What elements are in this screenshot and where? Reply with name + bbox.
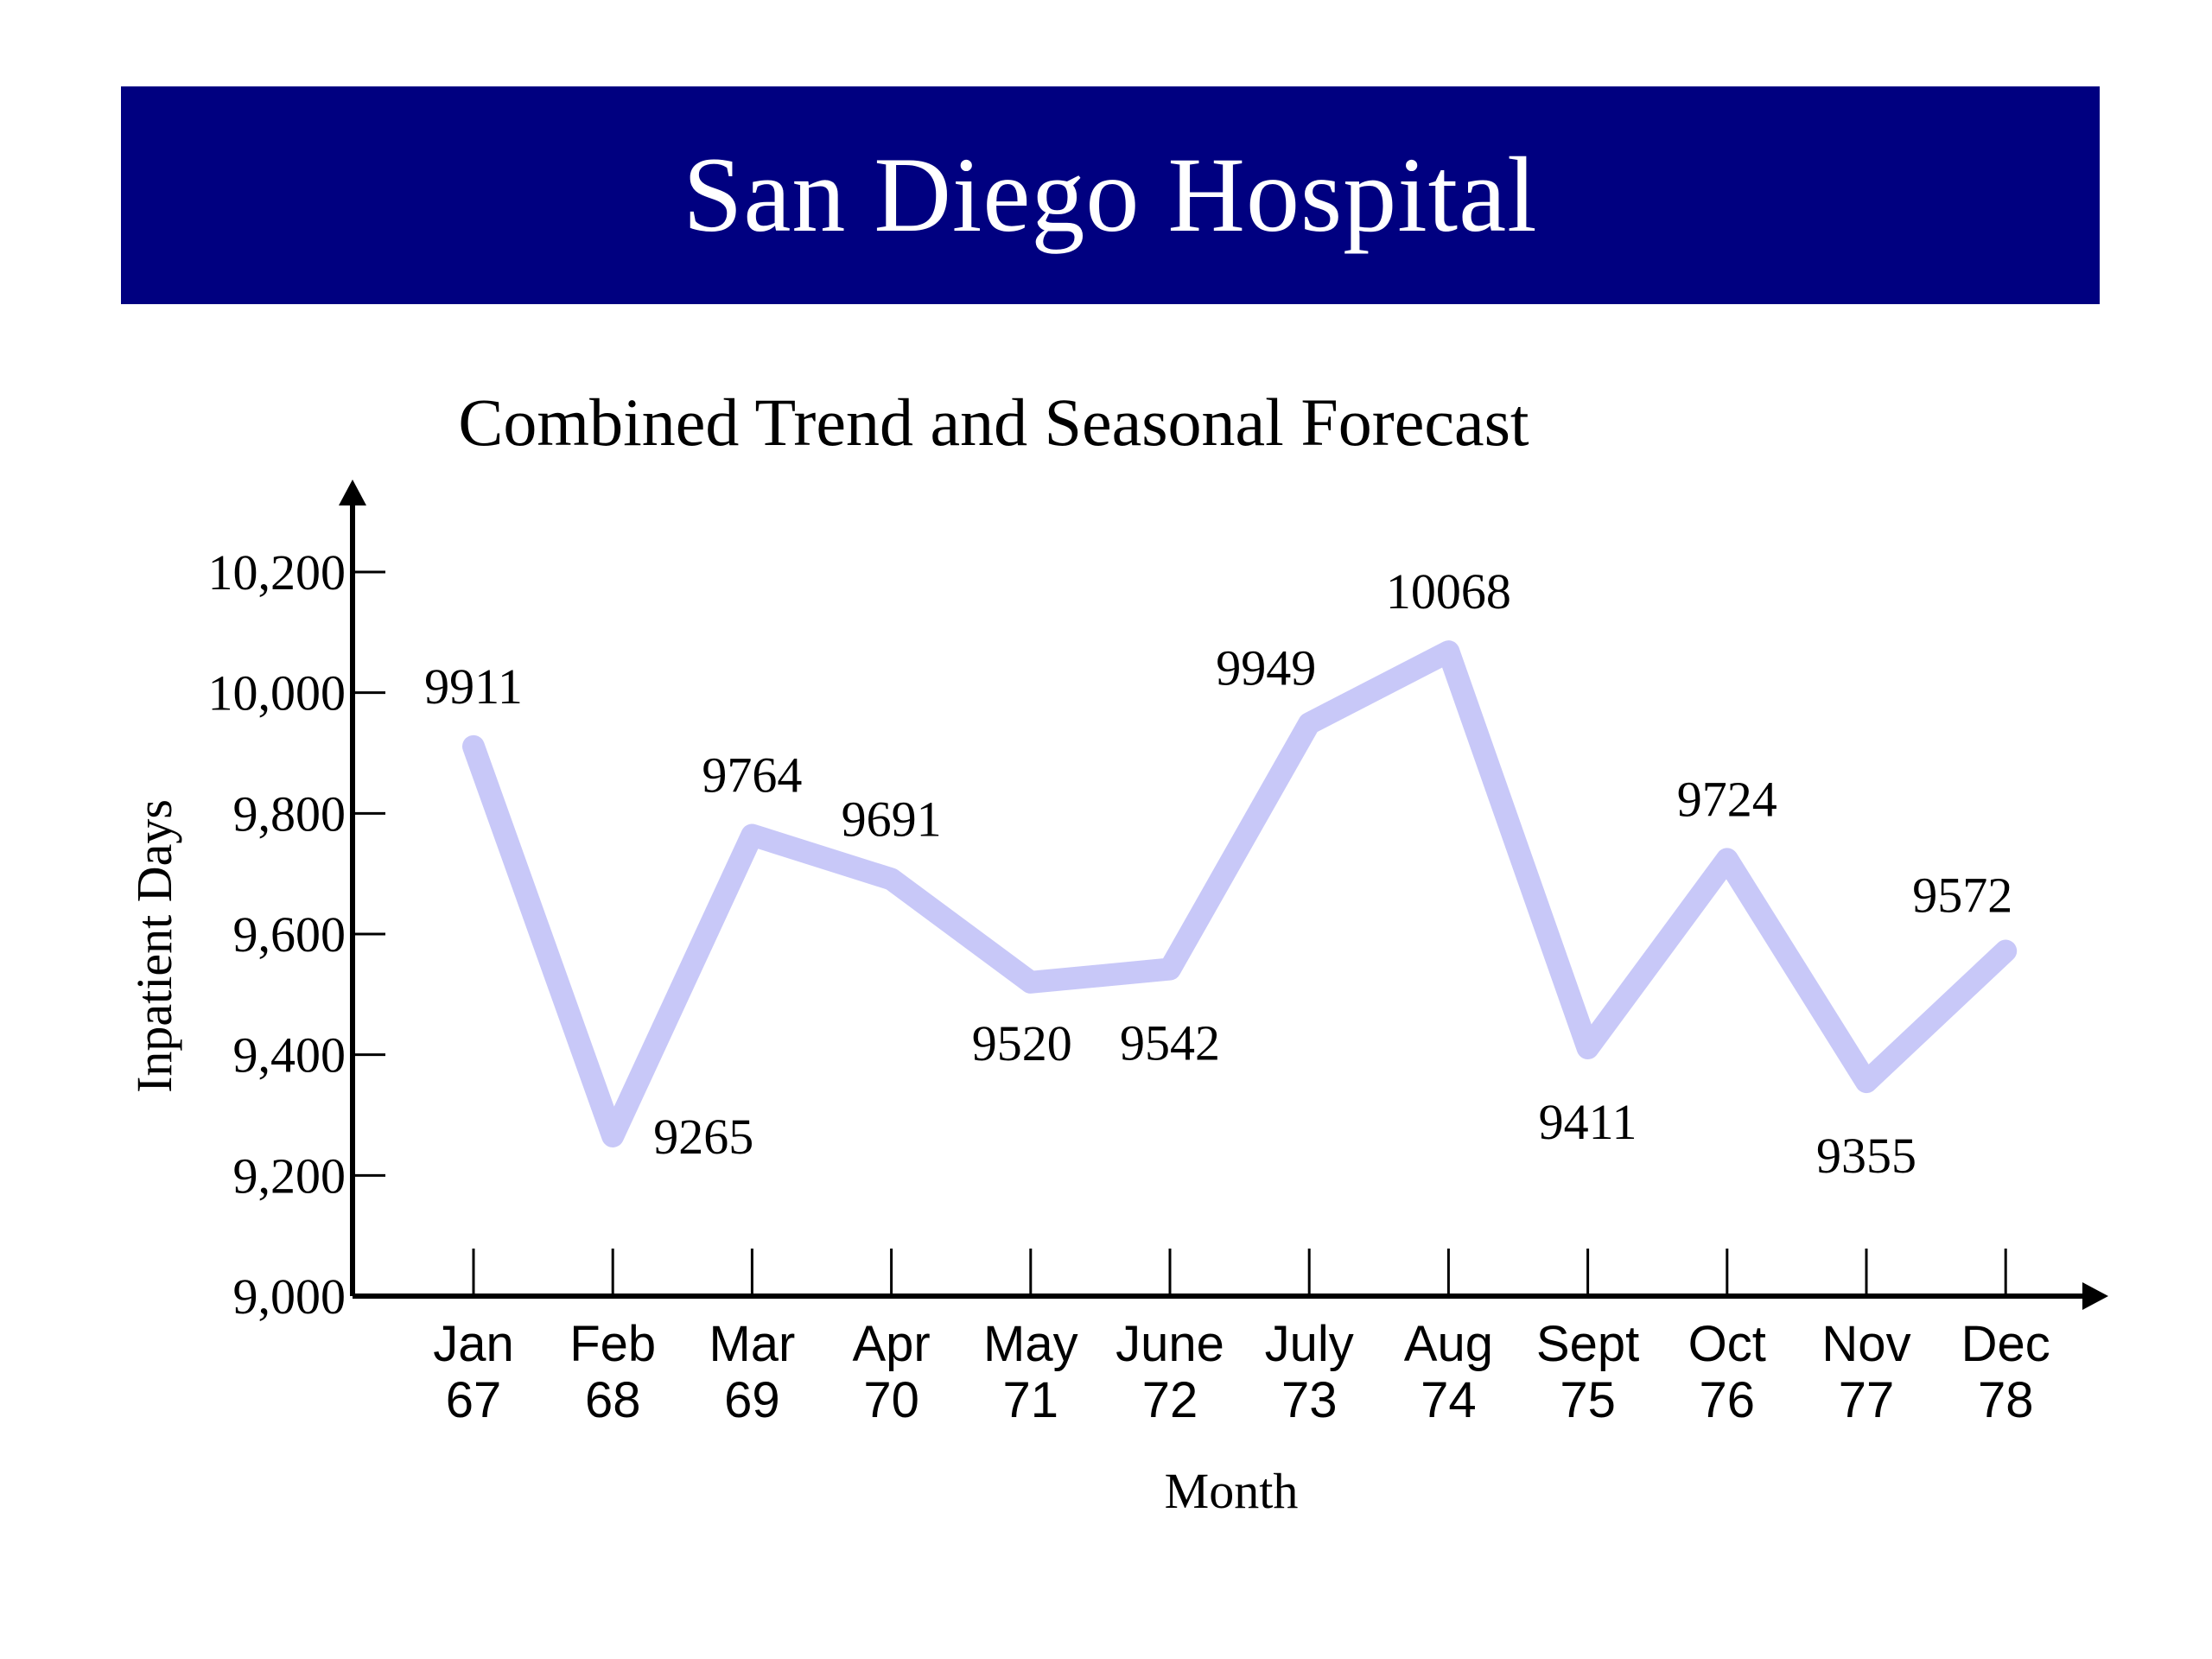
data-point: [1726, 858, 1728, 861]
x-tick-label-month: June: [1116, 1316, 1224, 1372]
data-label: 9724: [1677, 771, 1777, 827]
x-tick-label-month: Aug: [1404, 1316, 1493, 1372]
data-label: 9542: [1120, 1015, 1220, 1071]
x-tick-label-month: Apr: [852, 1316, 930, 1372]
y-tick-label: 9,000: [233, 1268, 346, 1325]
data-label: 9949: [1216, 639, 1316, 696]
data-label: 9411: [1539, 1094, 1637, 1150]
y-tick-label: 10,000: [208, 665, 346, 721]
data-label: 10068: [1386, 563, 1511, 620]
data-label: 9764: [702, 747, 802, 803]
x-axis-label: Month: [1165, 1463, 1299, 1519]
data-point: [1586, 1046, 1589, 1049]
data-point: [612, 1135, 614, 1137]
data-point: [473, 745, 474, 747]
chart-title: Combined Trend and Seasonal Forecast: [458, 385, 1529, 460]
data-point: [890, 878, 893, 880]
data-label: 9355: [1816, 1128, 1916, 1184]
title-banner: San Diego Hospital: [121, 86, 2100, 304]
x-tick-label-number: 76: [1700, 1372, 1756, 1428]
y-tick-label: 10,200: [208, 544, 346, 601]
x-tick-label-month: Feb: [569, 1316, 656, 1372]
x-tick-label-month: Mar: [709, 1316, 795, 1372]
series-line: [462, 640, 2018, 1147]
y-tick-label: 9,800: [233, 785, 346, 842]
y-tick-label: 9,400: [233, 1027, 346, 1084]
data-label: 9691: [842, 791, 942, 847]
y-ticks: 9,000 9,200 9,400 9,600 9,800 10,000 10,200: [208, 544, 385, 1325]
x-tick-label-number: 73: [1281, 1372, 1338, 1428]
data-labels: 9911 9265 9764 9691 9520 9542 9949 10068 9411 972…: [424, 563, 2012, 1184]
data-label: 9572: [1912, 868, 2012, 924]
x-tick-label-number: 75: [1560, 1372, 1616, 1428]
data-point: [2005, 950, 2007, 952]
x-tick-label-number: 68: [585, 1372, 641, 1428]
x-tick-label-number: 71: [1003, 1372, 1059, 1428]
x-tick-label-number: 70: [863, 1372, 919, 1428]
series-line-group: [462, 640, 2018, 1147]
y-axis-label: Inpatient Days: [126, 799, 182, 1093]
y-tick-label: 9,600: [233, 906, 346, 963]
data-point: [1308, 722, 1311, 725]
x-tick-label-number: 69: [724, 1372, 780, 1428]
x-tick-label-number: 77: [1839, 1372, 1895, 1428]
x-tick-label-number: 67: [446, 1372, 502, 1428]
x-tick-label-month: May: [983, 1316, 1078, 1372]
data-point: [1169, 968, 1171, 970]
data-label: 9265: [653, 1109, 753, 1165]
x-tick-label-month: July: [1265, 1316, 1354, 1372]
x-axis-arrow: [2082, 1282, 2108, 1310]
y-axis-arrow: [339, 480, 366, 505]
x-tick-label-month: Nov: [1821, 1316, 1910, 1372]
data-point: [751, 834, 753, 836]
data-point: [1866, 1081, 1867, 1084]
x-tick-label-month: Dec: [1961, 1316, 2050, 1372]
data-label: 9520: [972, 1015, 1072, 1071]
x-tick-label-month: Oct: [1688, 1316, 1766, 1372]
x-tick-label-month: Sept: [1536, 1316, 1639, 1372]
page-title: San Diego Hospital: [683, 136, 1538, 254]
x-tick-label-month: Jan: [433, 1316, 514, 1372]
x-tick-label-number: 74: [1421, 1372, 1477, 1428]
axes: [339, 480, 2108, 1310]
data-point: [1447, 651, 1450, 653]
x-tick-label-number: 72: [1142, 1372, 1198, 1428]
data-point: [1029, 981, 1032, 983]
y-tick-label: 9,200: [233, 1147, 346, 1204]
x-tick-label-number: 78: [1978, 1372, 2034, 1428]
data-label: 9911: [424, 658, 523, 715]
